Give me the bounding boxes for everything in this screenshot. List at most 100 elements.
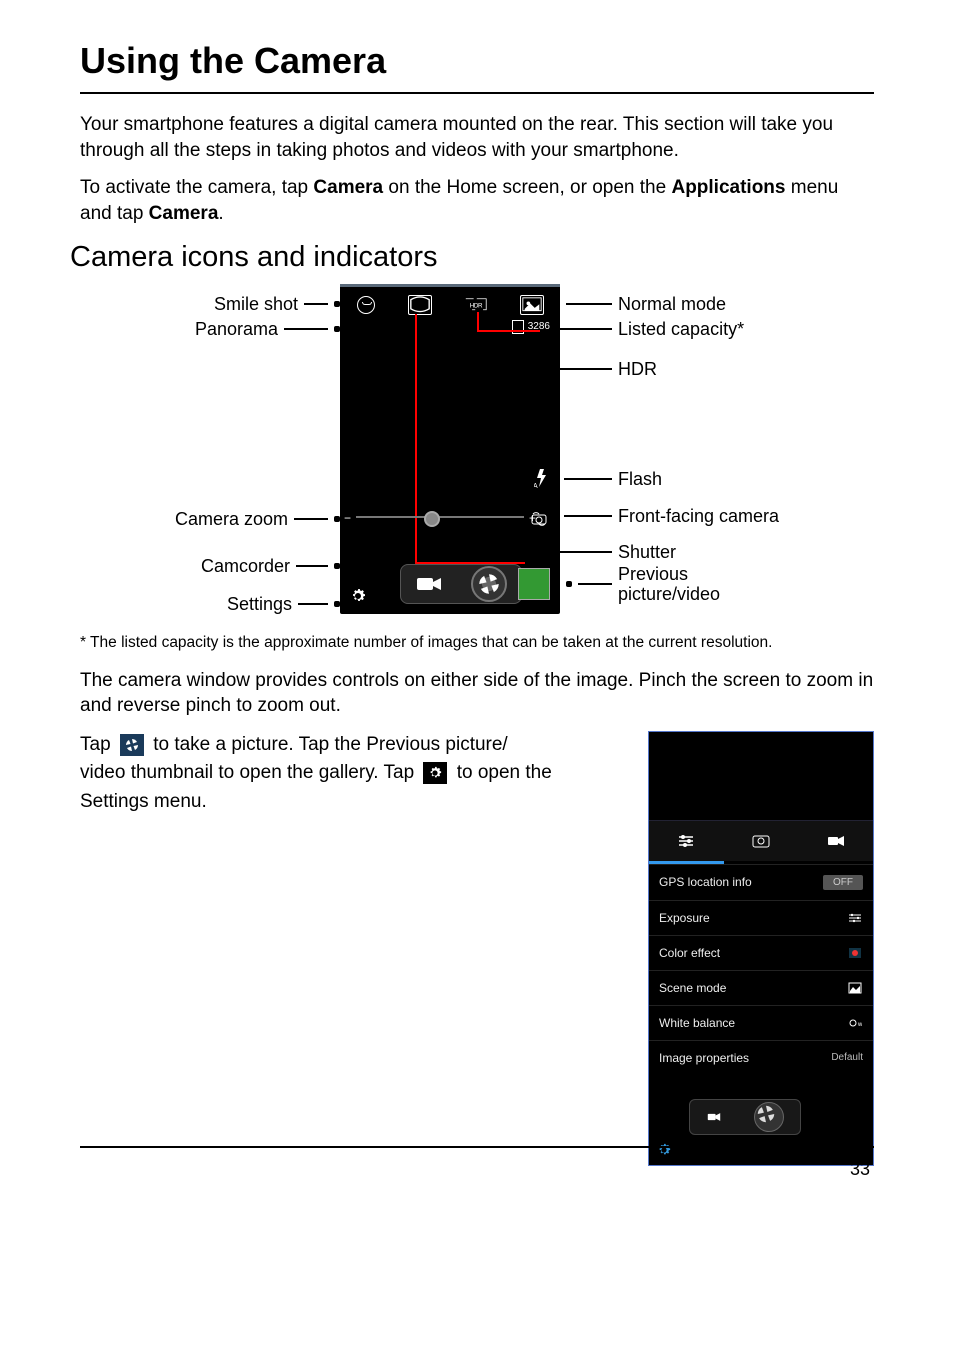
camcorder-icon (706, 1110, 722, 1124)
zoom-handle (424, 511, 440, 527)
tap-text-1a: Tap (80, 734, 116, 755)
pointer-line (284, 328, 328, 330)
camera-diagram: Smile shot Panorama Camera zoom Camcorde… (80, 284, 874, 624)
pointer-cap (566, 581, 572, 587)
label-smile-shot: Smile shot (130, 294, 340, 315)
camcorder-icon (415, 570, 443, 598)
pointer-line (296, 565, 328, 567)
intro2-mid: on the Home screen, or open the (383, 177, 671, 198)
zoom-minus: − (344, 511, 351, 525)
settings-row-value: Default (831, 1052, 863, 1063)
label-zoom-text: Camera zoom (175, 509, 288, 530)
label-flash-text: Flash (618, 469, 662, 490)
settings-row: Color effect (649, 935, 873, 970)
label-shutter-text: Shutter (618, 542, 676, 563)
label-previous: Previous picture/video (566, 564, 720, 605)
section-heading: Camera icons and indicators (70, 241, 874, 274)
label-camcorder: Camcorder (140, 556, 340, 577)
smile-icon (357, 296, 375, 314)
pointer-line (564, 478, 612, 480)
top-icon-row: HDR (340, 294, 560, 316)
label-hdr-text: HDR (618, 359, 657, 380)
shutter-bar (400, 564, 522, 604)
pointer-line (294, 518, 328, 520)
intro2-bold1: Camera (313, 177, 383, 198)
settings-tab-video-icon (798, 821, 873, 861)
settings-row-label: Image properties (659, 1051, 749, 1065)
body-paragraph-1: The camera window provides controls on e… (80, 668, 874, 719)
settings-row-value: OFF (823, 875, 863, 890)
tap-instructions: Tap to take a picture. Tap the Previous … (80, 731, 622, 1166)
gear-icon (350, 588, 366, 604)
label-normal-text: Normal mode (618, 294, 726, 315)
label-settings-text: Settings (227, 594, 292, 615)
pointer-line (566, 303, 612, 305)
intro2-bold3: Camera (149, 203, 219, 224)
label-previous-text: Previous picture/video (618, 564, 720, 605)
label-camcorder-text: Camcorder (201, 556, 290, 577)
settings-row: GPS location info OFF (649, 864, 873, 900)
intro-paragraph-1: Your smartphone features a digital camer… (80, 112, 874, 163)
label-front-text: Front-facing camera (618, 506, 779, 527)
settings-row-label: White balance (659, 1016, 735, 1030)
label-prev-line2: picture/video (618, 584, 720, 604)
title-rule (80, 92, 874, 94)
label-flash: Flash (552, 469, 662, 490)
settings-row: Exposure (649, 900, 873, 935)
page-title: Using the Camera (80, 40, 874, 82)
settings-row-label: Color effect (659, 946, 720, 960)
intro2-pre: To activate the camera, tap (80, 177, 313, 198)
svg-text:A: A (534, 483, 538, 488)
label-listed-text: Listed capacity* (618, 319, 744, 340)
settings-row: Scene mode (649, 970, 873, 1005)
settings-menu-bottom (649, 1075, 873, 1165)
white-balance-icon: w (847, 1016, 863, 1030)
settings-tabs (649, 820, 873, 864)
shutter-icon (754, 1102, 784, 1132)
settings-row: White balance w (649, 1005, 873, 1040)
label-panorama: Panorama (130, 319, 340, 340)
intro-paragraph-2: To activate the camera, tap Camera on th… (80, 175, 874, 226)
footer-rule (80, 1146, 874, 1148)
pointer-line (578, 583, 612, 585)
page-number: 33 (850, 1159, 870, 1180)
settings-row-label: Scene mode (659, 981, 726, 995)
shutter-button-icon (471, 566, 507, 602)
red-guideline-v (415, 314, 417, 564)
previous-thumbnail (518, 568, 550, 600)
intro2-bold2: Applications (671, 177, 785, 198)
pointer-line (564, 515, 612, 517)
label-front-camera: Front-facing camera (552, 506, 779, 527)
settings-tab-adjust-icon (649, 821, 724, 864)
label-settings: Settings (158, 594, 340, 615)
settings-menu-mockup: GPS location info OFF Exposure Color eff… (648, 731, 874, 1166)
flash-icon: A (534, 468, 548, 488)
color-effect-icon (847, 946, 863, 960)
panorama-icon (408, 295, 432, 315)
status-bar (340, 284, 560, 287)
bottom-shutter-bar (689, 1099, 801, 1135)
settings-row-label: Exposure (659, 911, 710, 925)
hdr-icon: HDR (465, 296, 487, 314)
zoom-plus: + (529, 511, 536, 525)
red-guideline-h2 (477, 330, 540, 332)
sliders-icon (847, 911, 863, 925)
label-smile-text: Smile shot (214, 294, 298, 315)
scene-mode-icon (847, 981, 863, 995)
settings-tab-photo-icon (724, 821, 799, 861)
settings-row-label: GPS location info (659, 875, 752, 889)
phone-mockup: HDR 3286 A − + (340, 284, 560, 614)
inline-shutter-icon (120, 734, 144, 756)
label-camera-zoom: Camera zoom (100, 509, 340, 530)
pointer-line (556, 328, 612, 330)
svg-text:w: w (857, 1022, 862, 1028)
label-prev-line1: Previous (618, 564, 688, 584)
intro2-post2: . (218, 203, 223, 224)
settings-rows: GPS location info OFF Exposure Color eff… (649, 864, 873, 1075)
svg-text:HDR: HDR (469, 302, 482, 309)
pointer-line (298, 603, 328, 605)
label-normal-mode: Normal mode (554, 294, 726, 315)
tap-text-1b: to take a picture. Tap the Previous pict… (148, 734, 508, 755)
zoom-bar: − + (356, 516, 524, 518)
tap-text-2a: video thumbnail to open the gallery. Tap (80, 762, 419, 783)
